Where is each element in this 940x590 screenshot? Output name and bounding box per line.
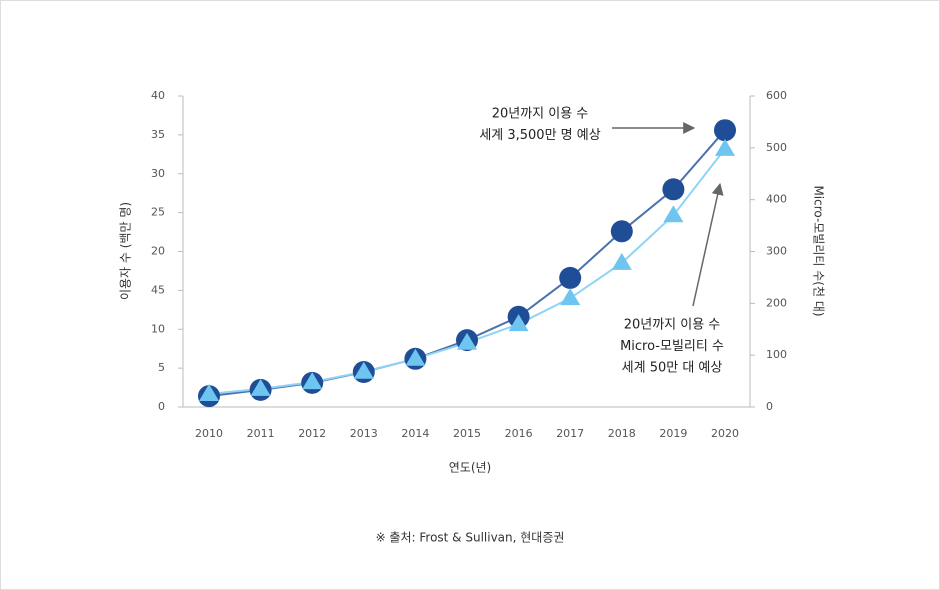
y-tick-label: 10 [151, 322, 165, 335]
x-tick-label: 2012 [298, 427, 326, 440]
triangle-marker [199, 384, 219, 402]
x-tick-label: 2019 [659, 427, 687, 440]
y-tick-label: 45 [151, 283, 165, 296]
triangle-marker [715, 138, 735, 156]
arrow [692, 182, 724, 307]
triangle-marker [353, 361, 374, 379]
x-tick-label: 2013 [350, 427, 378, 440]
triangle-marker [508, 314, 529, 332]
y2-tick-label: 600 [766, 89, 787, 102]
x-tick-label: 2010 [195, 427, 223, 440]
circle-marker [714, 119, 736, 142]
x-tick-label: 2011 [247, 427, 275, 440]
annotation: Micro-모빌리티 수 [620, 339, 724, 354]
x-tick-label: 2017 [556, 427, 584, 440]
x-axis-label: 연도(년) [449, 461, 491, 475]
x-tick-label: 2014 [401, 427, 429, 440]
source: ※ 출처: Frost & Sullivan, 현대증권 [376, 531, 565, 545]
triangle-marker [302, 372, 323, 390]
annotation: 세계 3,500만 명 예상 [479, 128, 600, 143]
annotation: 20년까지 이용 수 [492, 107, 589, 122]
y2-tick-label: 300 [766, 245, 787, 258]
y-axis-label: 이용자 수 (백만 명) [119, 202, 133, 300]
triangle-marker [250, 378, 271, 396]
x-tick-label: 2020 [711, 427, 739, 440]
circle-marker [610, 220, 633, 243]
circle-marker [662, 178, 685, 201]
y2-tick-label: 0 [766, 400, 773, 413]
triangle-marker [560, 288, 581, 306]
y-tick-label: 35 [151, 128, 165, 141]
triangle-marker [457, 332, 477, 350]
y-tick-label: 40 [151, 89, 165, 102]
y2-axis-label: Micro-모빌리티 수(천 대) [812, 185, 827, 316]
y-tick-label: 30 [151, 167, 165, 180]
x-tick-label: 2016 [505, 427, 533, 440]
y2-tick-label: 200 [766, 296, 787, 309]
y-tick-label: 0 [158, 400, 165, 413]
annotation: 세계 50만 대 예상 [622, 361, 723, 376]
triangle-marker [663, 205, 684, 223]
y-tick-label: 5 [158, 361, 165, 374]
annotation: 20년까지 이용 수 [624, 318, 721, 333]
y2-tick-label: 100 [766, 348, 787, 361]
x-tick-label: 2015 [453, 427, 481, 440]
triangle-marker [405, 348, 426, 366]
circle-marker [559, 266, 582, 289]
x-tick-label: 2018 [608, 427, 636, 440]
y-tick-label: 25 [151, 206, 165, 219]
triangle-marker [611, 252, 632, 270]
y2-tick-label: 400 [766, 193, 787, 206]
y-tick-label: 20 [151, 245, 165, 258]
y2-tick-label: 500 [766, 141, 787, 154]
